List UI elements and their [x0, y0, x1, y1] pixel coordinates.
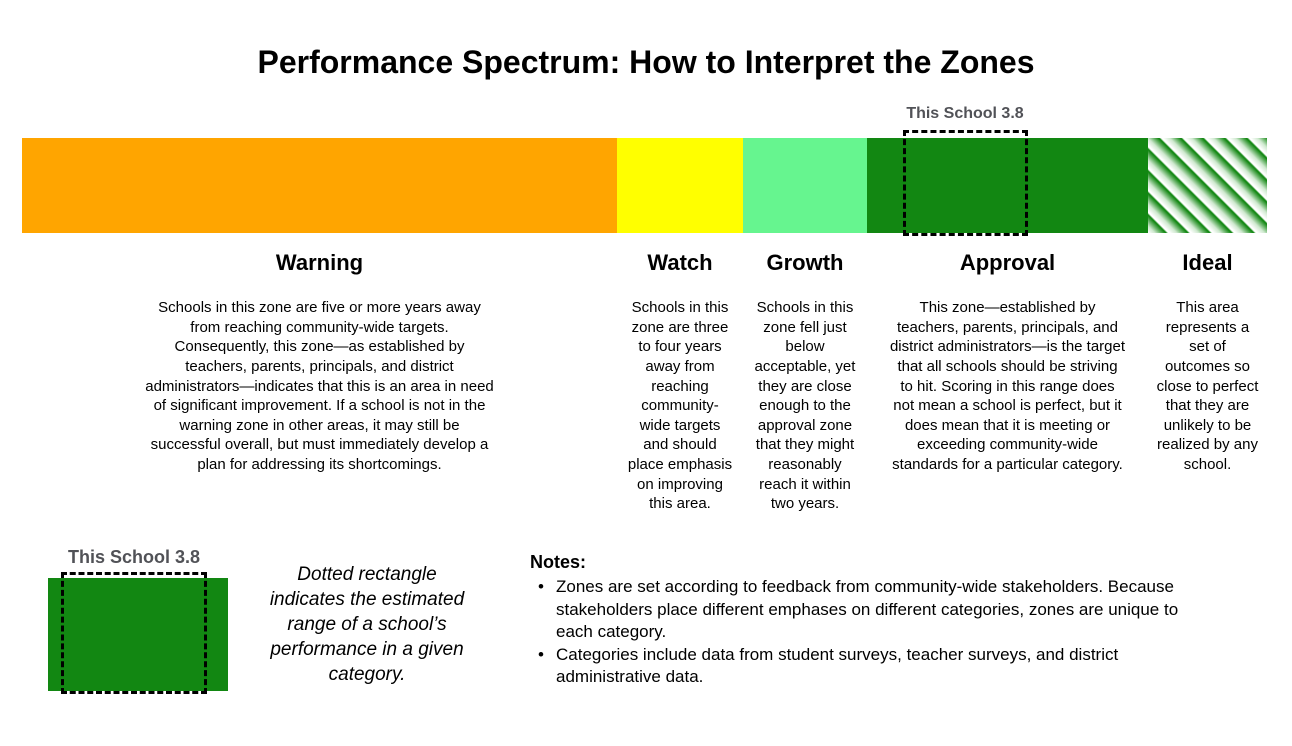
school-score-label-bar: This School 3.8	[906, 105, 1024, 122]
zone-labels-row: Warning Watch Growth Approval Ideal	[22, 250, 1267, 276]
zone-description-approval: This zone—established by teachers, paren…	[889, 299, 1126, 474]
zone-swatch-watch	[617, 138, 743, 233]
note-item: Zones are set according to feedback from…	[530, 576, 1214, 644]
zone-description-ideal: This area represents a set of outcomes s…	[1156, 299, 1259, 474]
notes-heading: Notes:	[530, 552, 587, 572]
page-title: Performance Spectrum: How to Interpret t…	[257, 44, 1035, 80]
notes-list: Zones are set according to feedback from…	[530, 576, 1222, 689]
zone-swatch-warning	[22, 138, 617, 233]
zone-label-growth: Growth	[766, 250, 844, 275]
legend-zone-swatch	[48, 578, 228, 691]
zone-description-growth: Schools in this zone fell just below acc…	[754, 299, 856, 513]
note-item: Categories include data from student sur…	[530, 644, 1214, 689]
zone-swatch-growth	[743, 138, 867, 233]
zone-swatch-ideal	[1148, 138, 1267, 233]
zone-descriptions-row: Schools in this zone are five or more ye…	[22, 298, 1267, 514]
school-range-marker-bar	[903, 130, 1028, 236]
zone-label-ideal: Ideal	[1182, 250, 1233, 275]
legend-caption: Dotted rectangle indicates the estimated…	[269, 564, 465, 685]
zone-description-watch: Schools in this zone are three to four y…	[627, 299, 733, 513]
zone-swatch-approval	[867, 138, 1148, 233]
zone-description-warning: Schools in this zone are five or more ye…	[145, 299, 494, 474]
zone-label-approval: Approval	[959, 250, 1056, 275]
school-range-marker-legend	[61, 572, 207, 694]
school-score-label-legend: This School 3.8	[67, 547, 201, 567]
spectrum-bar	[22, 138, 1267, 233]
notes-section: Notes: Zones are set according to feedba…	[530, 552, 1222, 689]
zone-label-watch: Watch	[647, 250, 713, 275]
zone-label-warning: Warning	[275, 250, 364, 275]
